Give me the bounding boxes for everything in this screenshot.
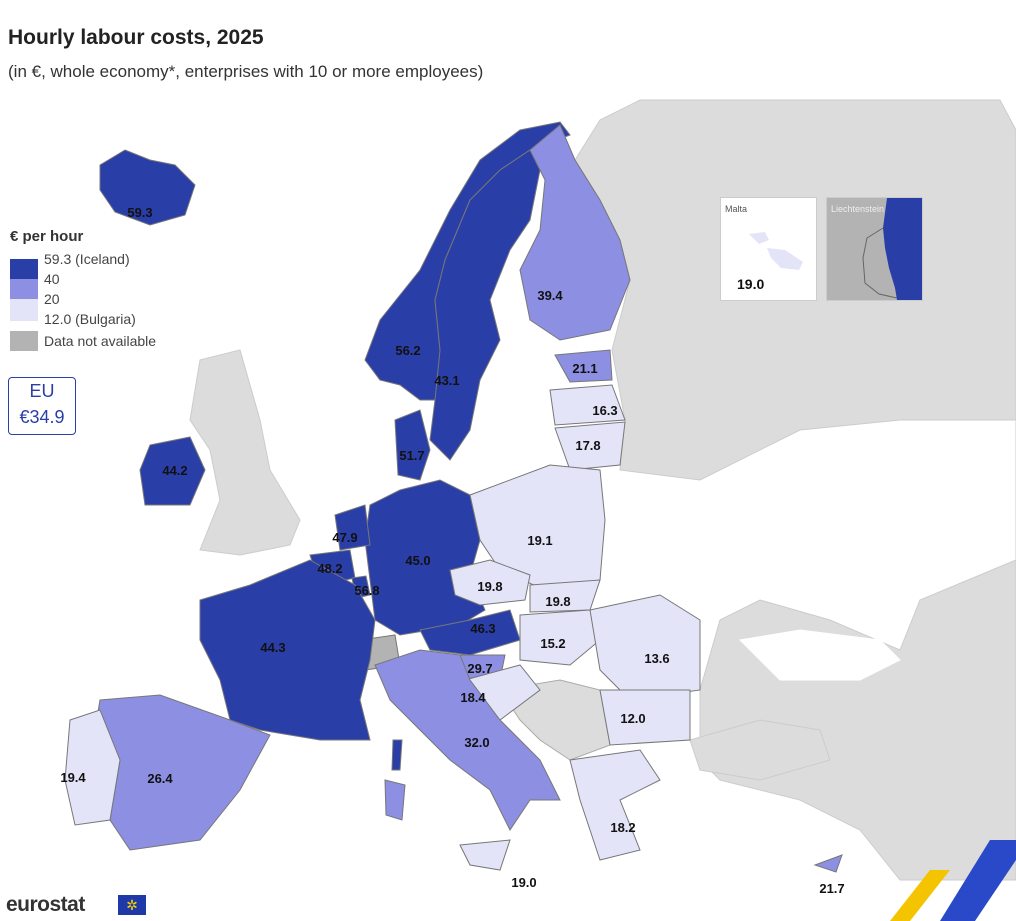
legend: € per hour 59.3 (Iceland) 40 20 12.0 (Bu… <box>10 228 156 381</box>
value-label-portugal: 19.4 <box>60 770 86 785</box>
turkey <box>689 719 831 781</box>
value-label-austria: 46.3 <box>470 621 495 636</box>
country-netherlands <box>334 504 371 551</box>
country-germany <box>364 479 486 636</box>
country-romania <box>589 594 701 701</box>
country-italy <box>374 649 561 831</box>
malta-shape <box>749 232 803 270</box>
legend-swatch-mid <box>10 279 38 299</box>
country-estonia <box>554 349 613 383</box>
value-label-czechia: 19.8 <box>477 579 502 594</box>
country-ireland <box>139 436 206 506</box>
country-corsica <box>391 739 403 771</box>
inset-liechtenstein: Liechtenstein <box>826 197 923 301</box>
country-sweden <box>429 149 541 461</box>
country-finland <box>519 124 631 341</box>
value-label-belgium: 48.2 <box>317 561 342 576</box>
liechtenstein-shape <box>862 198 922 300</box>
eu-value: €34.9 <box>19 407 65 427</box>
page-subtitle: (in €, whole economy*, enterprises with … <box>8 62 484 81</box>
value-label-poland: 19.1 <box>527 533 552 548</box>
legend-label: Data not available <box>44 333 157 349</box>
eu-label: EU <box>29 381 55 401</box>
value-label-hungary: 15.2 <box>540 636 565 651</box>
legend-label: 20 <box>44 291 60 307</box>
value-label-greece: 18.2 <box>610 820 635 835</box>
legend-swatch-na <box>10 331 38 351</box>
value-label-cyprus: 21.7 <box>819 881 844 896</box>
value-label-sweden: 43.1 <box>434 373 459 388</box>
value-label-iceland: 59.3 <box>127 205 152 220</box>
value-label-norway: 56.2 <box>395 343 420 358</box>
legend-swatch-low <box>10 299 38 321</box>
page-title: Hourly labour costs, 2025 <box>8 26 264 49</box>
value-label-slovenia: 29.7 <box>467 661 492 676</box>
value-label-bulgaria: 12.0 <box>620 711 645 726</box>
value-label-croatia: 18.4 <box>460 690 486 705</box>
country-denmark <box>394 409 431 481</box>
value-label-romania: 13.6 <box>644 651 669 666</box>
legend-label: 12.0 (Bulgaria) <box>44 311 136 327</box>
country-iceland <box>99 149 196 226</box>
western-balkans <box>499 679 611 761</box>
legend-label: 40 <box>44 271 60 287</box>
value-label-finland: 39.4 <box>537 288 563 303</box>
inset-malta: Malta 19.0 <box>720 197 817 301</box>
value-label-denmark: 51.7 <box>399 448 424 463</box>
eu-average-box: EU €34.9 <box>8 377 76 435</box>
country-czechia <box>449 559 531 606</box>
country-latvia <box>549 384 626 426</box>
value-label-france: 44.3 <box>260 640 285 655</box>
value-label-luxembourg: 56.8 <box>354 583 379 598</box>
country-lithuania <box>554 421 626 471</box>
country-greece <box>569 749 661 861</box>
value-label-estonia: 21.1 <box>572 361 597 376</box>
country-portugal <box>64 709 121 826</box>
inset-name: Liechtenstein <box>831 204 885 214</box>
country-cyprus <box>813 854 843 873</box>
value-label-germany: 45.0 <box>405 553 430 568</box>
country-bulgaria <box>599 689 691 746</box>
legend-swatch-high <box>10 259 38 279</box>
united-kingdom <box>189 349 301 556</box>
inset-value: 19.0 <box>737 276 765 292</box>
value-label-netherlands: 47.9 <box>332 530 357 545</box>
legend-title: € per hour <box>10 228 84 245</box>
eurostat-logo: eurostat <box>6 893 85 916</box>
country-hungary <box>519 609 601 666</box>
black-sea <box>738 629 901 681</box>
decorative-stripes <box>890 840 1016 921</box>
value-label-spain: 26.4 <box>147 771 173 786</box>
country-sicily <box>459 839 511 871</box>
value-label-lithuania: 17.8 <box>575 438 600 453</box>
legend-label: 59.3 (Iceland) <box>44 251 130 267</box>
value-label-slovakia: 19.8 <box>545 594 570 609</box>
eu-flag-icon: ✲ <box>118 895 146 915</box>
value-label-italy: 32.0 <box>464 735 489 750</box>
country-sardinia <box>384 779 406 821</box>
value-label-sicily: 19.0 <box>511 875 536 890</box>
inset-name: Malta <box>725 204 748 214</box>
value-label-latvia: 16.3 <box>592 403 617 418</box>
value-label-ireland: 44.2 <box>162 463 187 478</box>
country-france <box>199 559 376 741</box>
